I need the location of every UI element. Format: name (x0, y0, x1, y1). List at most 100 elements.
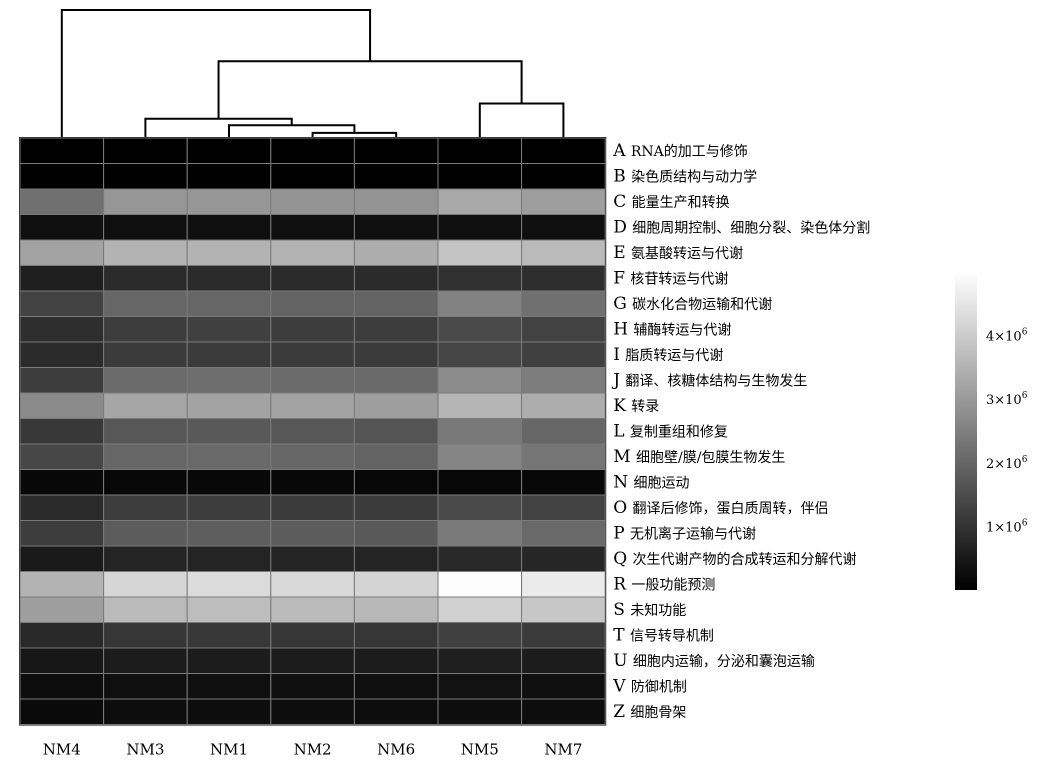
row-label-L: L 复制重组和修复 (613, 421, 728, 441)
heatmap-cell-Q-NM3 (103, 545, 188, 572)
row-label-I: I 脂质转运与代谢 (613, 345, 723, 365)
heatmap-cell-F-NM2 (270, 265, 355, 292)
heatmap-cell-A-NM2 (270, 137, 355, 164)
heatmap-cell-H-NM5 (437, 316, 523, 343)
heatmap-cell-P-NM1 (186, 520, 272, 547)
column-label-NM4: NM4 (43, 741, 81, 759)
heatmap-cells (19, 137, 607, 726)
heatmap-cell-A-NM5 (437, 137, 523, 164)
heatmap-cell-H-NM1 (186, 316, 272, 343)
dendrogram-link-4 (478, 102, 565, 138)
heatmap-cell-K-NM6 (353, 392, 439, 419)
heatmap-cell-O-NM3 (103, 494, 188, 521)
heatmap-cell-T-NM6 (353, 622, 439, 649)
heatmap-cell-D-NM7 (521, 214, 606, 241)
row-label-F: F 核苷转运与代谢 (613, 268, 728, 288)
heatmap-cell-T-NM1 (186, 622, 272, 649)
column-label-NM6: NM6 (377, 741, 415, 759)
heatmap-cell-O-NM2 (270, 494, 355, 521)
heatmap-cell-U-NM6 (353, 647, 439, 674)
heatmap-cell-Z-NM4 (19, 698, 105, 725)
heatmap-cell-P-NM6 (353, 520, 439, 547)
row-label-E: E 氨基酸转运与代谢 (613, 243, 743, 263)
heatmap-cell-K-NM3 (103, 392, 188, 419)
heatmap-cell-R-NM1 (186, 571, 272, 598)
heatmap-cell-J-NM2 (270, 367, 355, 394)
heatmap-cell-P-NM2 (270, 520, 355, 547)
row-label-H: H 辅酶转运与代谢 (613, 319, 731, 339)
heatmap-cell-S-NM2 (270, 596, 355, 623)
heatmap-cell-E-NM3 (103, 239, 188, 266)
heatmap-cell-M-NM5 (437, 443, 523, 470)
heatmap-cell-G-NM4 (19, 290, 105, 317)
heatmap-cell-C-NM3 (103, 188, 188, 215)
heatmap-cell-C-NM6 (353, 188, 439, 215)
heatmap-cell-N-NM5 (437, 469, 523, 496)
heatmap-cell-K-NM7 (521, 392, 606, 419)
heatmap-cell-V-NM1 (186, 673, 272, 700)
heatmap-cell-R-NM5 (437, 571, 523, 598)
heatmap-cell-C-NM4 (19, 188, 105, 215)
heatmap-cell-U-NM4 (19, 647, 105, 674)
heatmap-cell-Q-NM2 (270, 545, 355, 572)
heatmap-cell-H-NM7 (521, 316, 606, 343)
heatmap-cell-E-NM6 (353, 239, 439, 266)
heatmap-cell-Z-NM2 (270, 698, 355, 725)
heatmap-cell-R-NM6 (353, 571, 439, 598)
row-label-Q: Q 次生代谢产物的合成转运和分解代谢 (613, 549, 856, 569)
heatmap-cell-T-NM7 (521, 622, 606, 649)
heatmap-cell-U-NM5 (437, 647, 523, 674)
heatmap-cell-R-NM4 (19, 571, 105, 598)
heatmap-cell-F-NM3 (103, 265, 188, 292)
heatmap-cell-O-NM4 (19, 494, 105, 521)
heatmap-cell-Q-NM4 (19, 545, 105, 572)
heatmap-cell-C-NM1 (186, 188, 272, 215)
heatmap-cell-P-NM3 (103, 520, 188, 547)
heatmap-cell-V-NM6 (353, 673, 439, 700)
heatmap-cell-J-NM4 (19, 367, 105, 394)
heatmap-cell-G-NM6 (353, 290, 439, 317)
row-label-U: U 细胞内运输，分泌和囊泡运输 (613, 651, 815, 671)
heatmap-cell-V-NM7 (521, 673, 606, 700)
heatmap-cell-Q-NM1 (186, 545, 272, 572)
heatmap-cell-G-NM7 (521, 290, 606, 317)
row-label-J: J 翻译、核糖体结构与生物发生 (611, 370, 807, 390)
heatmap-cell-N-NM3 (103, 469, 188, 496)
heatmap-cell-P-NM4 (19, 520, 105, 547)
heatmap-cell-R-NM7 (521, 571, 606, 598)
heatmap-cell-B-NM3 (103, 163, 188, 190)
heatmap-cell-Q-NM5 (437, 545, 523, 572)
heatmap-cell-T-NM5 (437, 622, 523, 649)
heatmap-cell-U-NM7 (521, 647, 606, 674)
heatmap-cell-R-NM2 (270, 571, 355, 598)
colorbar: 1×106 2×106 3×106 4×106 (955, 272, 1028, 590)
row-label-S: S 未知功能 (613, 600, 686, 620)
heatmap-cell-O-NM5 (437, 494, 523, 521)
heatmap-cell-K-NM2 (270, 392, 355, 419)
heatmap-cell-D-NM3 (103, 214, 188, 241)
heatmap-cell-B-NM1 (186, 163, 272, 190)
heatmap-cell-E-NM1 (186, 239, 272, 266)
heatmap-cell-O-NM7 (521, 494, 606, 521)
heatmap-cell-B-NM7 (521, 163, 606, 190)
column-dendrogram (60, 9, 565, 138)
heatmap-cell-Q-NM7 (521, 545, 606, 572)
heatmap-cell-Q-NM6 (353, 545, 439, 572)
heatmap-cell-I-NM6 (353, 341, 439, 368)
heatmap-cell-L-NM2 (270, 418, 355, 445)
heatmap-cell-S-NM3 (103, 596, 188, 623)
heatmap-cell-V-NM4 (19, 673, 105, 700)
heatmap-cell-O-NM1 (186, 494, 272, 521)
heatmap-cell-T-NM4 (19, 622, 105, 649)
heatmap-cell-F-NM1 (186, 265, 272, 292)
heatmap-cell-T-NM2 (270, 622, 355, 649)
heatmap-cell-H-NM6 (353, 316, 439, 343)
heatmap-cell-B-NM6 (353, 163, 439, 190)
heatmap-cell-H-NM3 (103, 316, 188, 343)
heatmap-cell-D-NM4 (19, 214, 105, 241)
heatmap-cell-L-NM1 (186, 418, 272, 445)
heatmap-cell-G-NM5 (437, 290, 523, 317)
row-label-V: V 防御机制 (612, 676, 687, 696)
heatmap-cell-I-NM7 (521, 341, 606, 368)
heatmap-cell-S-NM1 (186, 596, 272, 623)
